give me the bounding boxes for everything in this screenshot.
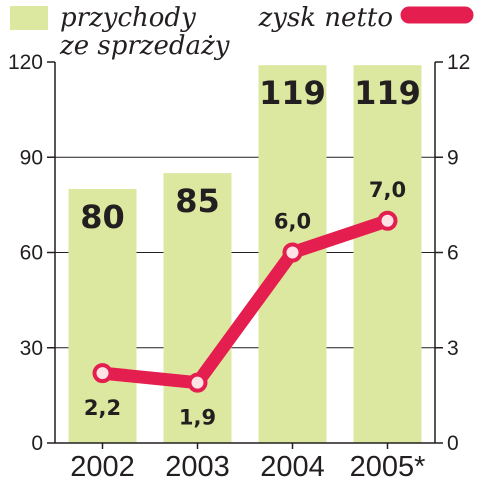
y-left-tick-label: 120 xyxy=(8,51,43,74)
y-left-tick-label: 0 xyxy=(31,432,43,455)
x-tick-label: 2004 xyxy=(260,451,325,480)
bar-value-label: 119 xyxy=(354,74,421,112)
y-left-tick-label: 30 xyxy=(20,337,43,360)
bar-value-label: 119 xyxy=(259,74,326,112)
line-point xyxy=(282,242,303,263)
bar-value-label: 85 xyxy=(175,182,220,220)
x-tick-label: 2003 xyxy=(165,451,230,480)
line-value-label: 2,2 xyxy=(84,396,121,420)
legend-label-bar: przychody ze sprzedaży xyxy=(59,3,230,61)
y-right-tick-label: 0 xyxy=(447,432,459,455)
line-series xyxy=(92,210,398,393)
data-labels: 80 85 119 119 2,2 1,9 6,0 7,0 xyxy=(80,74,421,430)
legend-swatch-bar xyxy=(10,6,48,30)
line-point xyxy=(92,363,113,384)
line-value-label: 6,0 xyxy=(274,210,311,234)
y-right-tick-label: 3 xyxy=(447,337,459,360)
x-tick-label: 2005* xyxy=(350,451,426,480)
line-point xyxy=(187,372,208,393)
bar xyxy=(68,189,137,443)
line-value-label: 1,9 xyxy=(179,406,216,430)
line-point xyxy=(377,210,398,231)
x-tick-label: 2002 xyxy=(70,451,135,480)
legend-label-line: zysk netto xyxy=(258,3,393,33)
legend: przychody ze sprzedaży zysk netto xyxy=(10,3,474,61)
y-left-tick-label: 60 xyxy=(20,242,43,265)
y-right-tick-label: 6 xyxy=(447,242,459,265)
bar xyxy=(163,173,232,443)
bar-value-label: 80 xyxy=(80,198,125,236)
y-right-tick-label: 9 xyxy=(447,146,459,169)
y-right-tick-label: 12 xyxy=(447,51,470,74)
line-value-label: 7,0 xyxy=(369,178,406,202)
y-left-tick-label: 90 xyxy=(20,146,43,169)
bar xyxy=(353,65,422,444)
bar-series xyxy=(68,65,422,444)
axes: 0 30 60 90 120 0 3 6 9 12 2002 2003 2004 2005* xyxy=(8,51,470,480)
line-path xyxy=(96,214,394,390)
